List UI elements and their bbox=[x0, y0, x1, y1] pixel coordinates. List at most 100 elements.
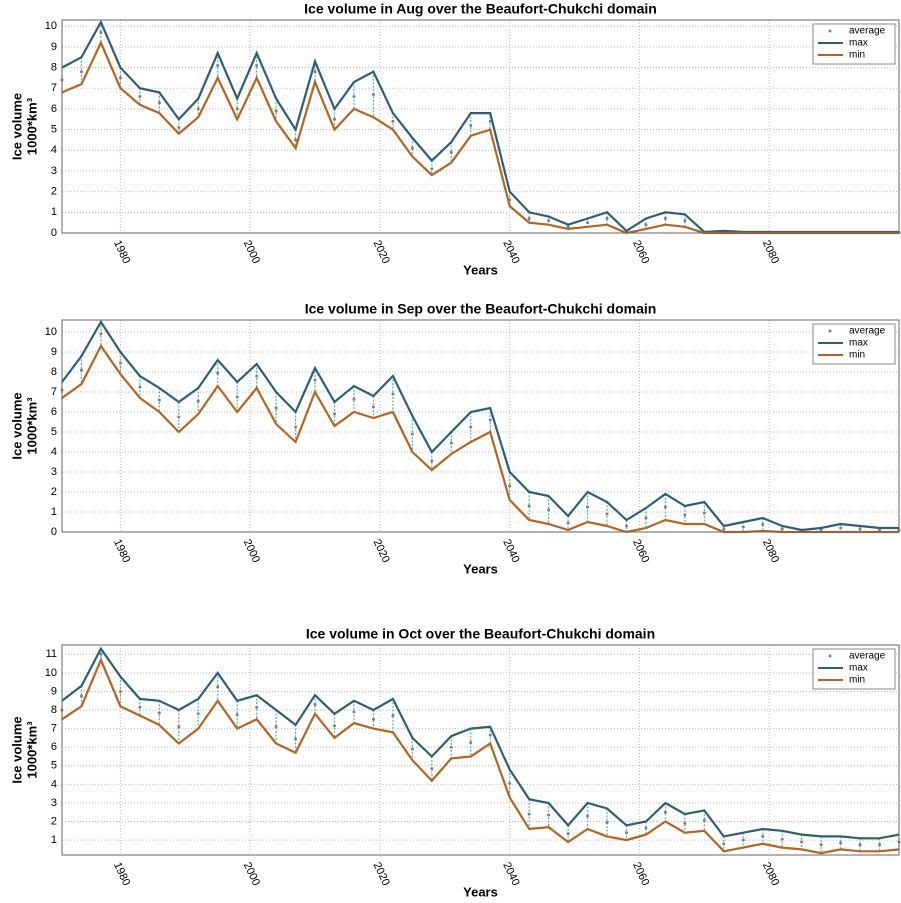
average-point bbox=[722, 527, 726, 531]
average-point bbox=[177, 725, 181, 729]
subplot: Ice volume in Oct over the Beaufort-Chuk… bbox=[9, 626, 901, 899]
y-tick-label: 0 bbox=[51, 526, 57, 538]
average-point bbox=[566, 225, 570, 229]
average-point bbox=[255, 705, 259, 709]
average-point bbox=[605, 512, 609, 516]
y-tick-label: 8 bbox=[51, 366, 57, 378]
average-point bbox=[235, 395, 239, 399]
average-point bbox=[352, 710, 356, 714]
average-point bbox=[391, 714, 395, 718]
average-point bbox=[508, 484, 512, 488]
y-tick-label: 7 bbox=[51, 82, 57, 94]
series-line bbox=[61, 343, 899, 534]
average-point bbox=[527, 504, 531, 508]
average-point bbox=[586, 221, 590, 225]
x-tick-label: 2080 bbox=[760, 860, 781, 887]
y-tick-label: 1 bbox=[51, 506, 57, 518]
y-tick-label: 5 bbox=[51, 426, 57, 438]
legend-label: average bbox=[849, 26, 886, 37]
average-point bbox=[469, 741, 473, 745]
average-point bbox=[702, 511, 706, 515]
y-tick-label: 2 bbox=[51, 186, 57, 198]
x-axis-label: Years bbox=[463, 262, 498, 277]
legend-marker bbox=[828, 329, 832, 333]
average-point bbox=[371, 92, 375, 96]
average-point bbox=[624, 524, 628, 528]
average-point bbox=[410, 146, 414, 150]
average-point bbox=[333, 724, 337, 728]
y-tick-label: 7 bbox=[51, 723, 57, 735]
y-tick-label: 2 bbox=[51, 486, 57, 498]
plot-frame bbox=[61, 644, 900, 856]
average-point bbox=[118, 361, 122, 365]
legend-label: average bbox=[849, 651, 886, 662]
average-point bbox=[566, 521, 570, 525]
average-point bbox=[313, 70, 317, 74]
average-point bbox=[878, 528, 882, 532]
average-point bbox=[352, 397, 356, 401]
plot-area bbox=[62, 320, 899, 532]
average-point bbox=[99, 652, 103, 656]
average-point bbox=[566, 832, 570, 836]
average-point bbox=[839, 526, 843, 530]
average-point bbox=[722, 842, 726, 846]
legend-label: min bbox=[849, 350, 865, 361]
x-tick-label: 1980 bbox=[111, 537, 132, 564]
y-tick-label: 11 bbox=[46, 648, 57, 660]
average-point bbox=[741, 838, 745, 842]
average-point bbox=[586, 814, 590, 818]
y-tick-label: 6 bbox=[51, 406, 57, 418]
average-point bbox=[294, 425, 298, 429]
average-point bbox=[488, 418, 492, 422]
y-tick-label: 10 bbox=[45, 20, 57, 32]
subplot: Ice volume in Aug over the Beaufort-Chuk… bbox=[9, 1, 901, 277]
legend-label: max bbox=[849, 663, 868, 674]
average-point bbox=[274, 725, 278, 729]
average-point bbox=[79, 694, 83, 698]
y-tick-label: 8 bbox=[51, 704, 57, 716]
x-axis-label: Years bbox=[463, 884, 498, 899]
y-tick-label: 2 bbox=[51, 815, 57, 827]
average-point bbox=[449, 150, 453, 154]
average-point bbox=[235, 107, 239, 111]
average-point bbox=[294, 737, 298, 741]
average-point bbox=[683, 821, 687, 825]
plot-frame bbox=[61, 19, 900, 234]
chart-title: Ice volume in Oct over the Beaufort-Chuk… bbox=[306, 626, 655, 642]
x-tick-label: 2080 bbox=[760, 537, 781, 564]
average-point bbox=[858, 527, 862, 531]
average-point bbox=[333, 117, 337, 121]
average-point bbox=[663, 217, 667, 221]
legend-label: max bbox=[849, 338, 868, 349]
x-tick-label: 2000 bbox=[241, 860, 262, 887]
x-tick-label: 2040 bbox=[500, 537, 521, 564]
y-tick-label: 1 bbox=[51, 206, 57, 218]
y-tick-label: 3 bbox=[51, 165, 57, 177]
average-point bbox=[410, 432, 414, 436]
average-point bbox=[99, 30, 103, 34]
chart-title: Ice volume in Aug over the Beaufort-Chuk… bbox=[304, 1, 657, 17]
average-point bbox=[780, 527, 784, 531]
average-point bbox=[177, 415, 181, 419]
average-point bbox=[780, 837, 784, 841]
average-point bbox=[878, 843, 882, 847]
x-tick-label: 2000 bbox=[241, 537, 262, 564]
y-tick-label: 1 bbox=[51, 834, 57, 846]
x-tick-label: 1980 bbox=[111, 860, 132, 887]
average-point bbox=[196, 712, 200, 716]
y-tick-label: 8 bbox=[51, 61, 57, 73]
plot-frame bbox=[61, 319, 900, 533]
average-point bbox=[391, 119, 395, 123]
average-point bbox=[255, 63, 259, 67]
y-tick-label: 9 bbox=[51, 346, 57, 358]
average-point bbox=[196, 107, 200, 111]
average-point bbox=[138, 705, 142, 709]
average-point bbox=[644, 223, 648, 227]
y-tick-label: 6 bbox=[51, 741, 57, 753]
average-point bbox=[274, 406, 278, 410]
average-point bbox=[255, 374, 259, 378]
legend-label: min bbox=[849, 50, 865, 61]
x-tick-label: 2020 bbox=[371, 238, 392, 265]
